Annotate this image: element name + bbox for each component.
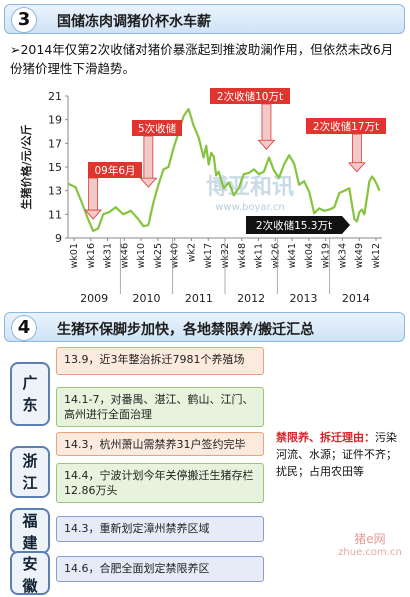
x-tick-label: wk40	[170, 243, 181, 268]
x-tick-label: wk19	[321, 243, 332, 268]
annotation-box	[210, 88, 290, 104]
annotation-label: 5次收储	[138, 122, 177, 135]
y-tick-label: 9	[55, 232, 62, 245]
chart-watermark-url: www.boyar.cn	[215, 202, 285, 213]
y-tick-label: 17	[48, 137, 62, 150]
x-tick-label: wk11	[254, 243, 265, 268]
x-tick-label: wk48	[237, 243, 248, 268]
list-item: 14.3，重新划定漳州禁养区域	[56, 516, 264, 542]
section-number: 3	[11, 7, 37, 33]
annotation-box	[246, 216, 342, 234]
annotation-arrowhead	[257, 139, 276, 150]
x-tick-label: wk31	[103, 243, 114, 268]
list-item: 14.3，杭州萧山需禁养31户签约完毕	[56, 432, 264, 456]
price-series-line	[67, 107, 381, 232]
section-4-header: 4 生猪环保脚步加快，各地禁限养/搬迁汇总	[4, 312, 405, 342]
y-tick-label: 21	[48, 90, 62, 103]
annotation-arrow	[261, 103, 272, 142]
x-tick-label: wk17	[203, 243, 214, 268]
year-label: 2013	[290, 292, 318, 305]
x-tick-label: wk16	[86, 243, 97, 268]
province-name: 浙江	[22, 452, 38, 492]
province-name: 广东	[22, 374, 38, 414]
y-tick-label: 19	[48, 114, 62, 127]
annotation-box	[132, 120, 182, 136]
year-label: 2014	[342, 292, 370, 305]
x-tick-label: wk01	[69, 243, 80, 268]
ban-reason: 禁限养、拆迁理由：污染河流、水源；证件不齐；扰民；占用农田等	[276, 429, 400, 480]
province-name: 安徽	[22, 555, 38, 595]
annotation-arrowhead	[139, 177, 158, 188]
section-3-header: 3 国储冻肉调猪价杯水车薪	[4, 4, 405, 34]
reason-text: 污染河流、水源；证件不齐；扰民；占用农田等	[276, 431, 397, 478]
x-tick-label: wk25	[153, 243, 164, 268]
province-name: 福建	[22, 512, 38, 552]
annotation-arrow	[351, 133, 362, 165]
site-watermark: 猪e网 zhue.com.cn	[334, 530, 406, 558]
annotation-label: 09年6月	[94, 164, 135, 177]
section-number: 4	[11, 315, 37, 341]
list-item: 14.6，合肥全面划定禁限养区	[56, 556, 264, 582]
y-tick-label: 15	[48, 161, 62, 174]
y-tick-label: 11	[48, 208, 62, 221]
province-guangdong: 广东	[10, 362, 50, 426]
x-tick-label: wk32	[220, 243, 231, 268]
watermark-site: 猪e网	[354, 532, 386, 546]
year-label: 2011	[185, 292, 213, 305]
watermark-domain: zhue.com.cn	[338, 547, 402, 558]
reason-title: 禁限养、拆迁理由：	[276, 431, 375, 444]
annotation-arrow	[88, 177, 99, 212]
list-item: 13.9，近3年整治拆迁7981个养殖场	[56, 347, 264, 375]
list-item: 14.1-7，对番禺、湛江、鹤山、江门、高州进行全面治理	[56, 387, 264, 427]
province-zhejiang: 浙江	[10, 446, 50, 498]
year-label: 2010	[133, 292, 161, 305]
summary-text: ➢2014年仅第2次收储对猪价暴涨起到推波助澜作用，但依然未改6月份猪价理性下滑…	[10, 42, 394, 76]
annotation-label: 2次收储10万t	[217, 90, 283, 103]
annotation-label: 2次收储15.3万t	[256, 219, 332, 232]
section-title: 国储冻肉调猪价杯水车薪	[57, 14, 211, 30]
x-tick-label: wk46	[119, 243, 130, 268]
section-title: 生猪环保脚步加快，各地禁限养/搬迁汇总	[57, 322, 315, 338]
x-tick-label: wk49	[354, 243, 365, 268]
annotation-arrowhead	[84, 209, 103, 220]
x-tick-label: wk34	[337, 243, 348, 268]
x-tick-label: wk10	[136, 243, 147, 268]
y-axis-label: 生猪价格/元/公斤	[19, 124, 33, 209]
year-label: 2009	[80, 292, 108, 305]
y-tick-label: 13	[48, 185, 62, 198]
province-anhui: 安徽	[10, 551, 50, 595]
list-item: 14.4，宁波计划今年关停搬迁生猪存栏12.86万头	[56, 463, 264, 503]
annotation-pointer	[342, 216, 350, 234]
x-tick-label: wk2	[186, 243, 197, 262]
annotation-arrow	[143, 135, 154, 180]
year-label: 2012	[237, 292, 265, 305]
chart-watermark: 博亚和讯	[206, 174, 294, 200]
annotation-box	[88, 162, 142, 178]
annotation-box	[306, 118, 386, 134]
x-tick-label: wk26	[270, 243, 281, 268]
province-fujian: 福建	[10, 508, 50, 554]
annotation-label: 2次收储17万t	[313, 120, 379, 133]
x-tick-label: wk04	[304, 243, 315, 268]
x-tick-label: wk41	[287, 243, 298, 268]
x-tick-label: wk12	[371, 243, 382, 268]
annotation-arrowhead	[347, 162, 366, 173]
